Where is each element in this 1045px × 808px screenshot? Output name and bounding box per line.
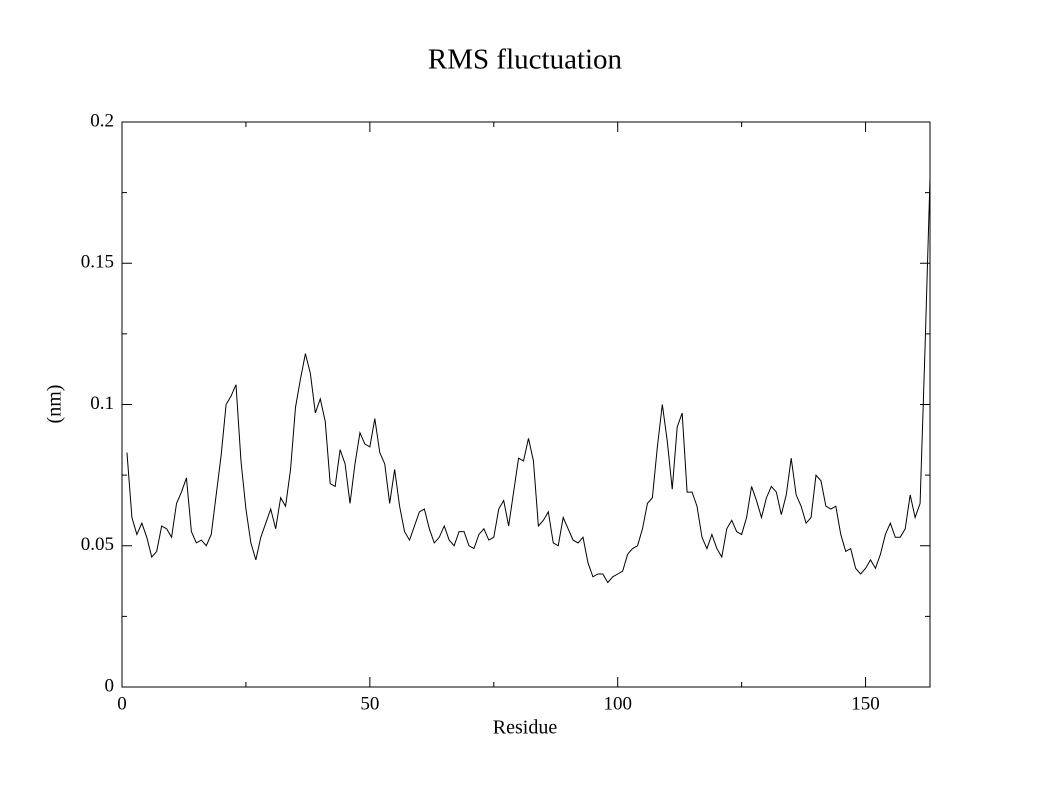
x-tick-label: 0 xyxy=(117,693,127,714)
y-axis-label: (nm) xyxy=(44,385,66,424)
x-tick-label: 150 xyxy=(851,693,880,714)
y-tick-label: 0.05 xyxy=(81,534,114,555)
x-tick-label: 50 xyxy=(360,693,379,714)
chart-title: RMS fluctuation xyxy=(428,44,623,76)
y-tick-label: 0.2 xyxy=(90,110,114,131)
y-tick-label: 0.1 xyxy=(90,393,114,414)
x-axis-label: Residue xyxy=(493,717,558,739)
y-tick-label: 0 xyxy=(105,675,115,696)
y-tick-label: 0.15 xyxy=(81,252,114,273)
x-tick-label: 100 xyxy=(603,693,632,714)
data-line xyxy=(126,178,931,584)
plot-frame xyxy=(121,121,931,688)
